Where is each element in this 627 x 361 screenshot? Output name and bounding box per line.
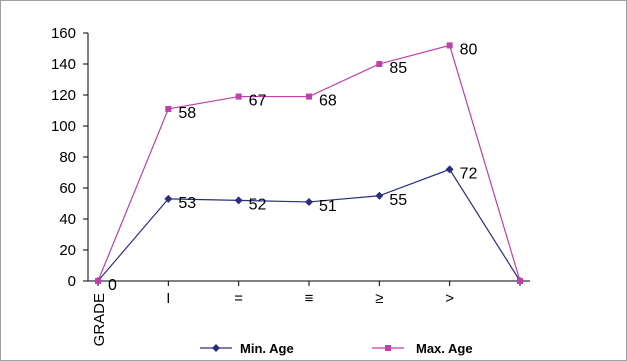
- data-label: 51: [319, 198, 337, 215]
- data-point-max-age: [235, 93, 242, 100]
- data-point-min-age: [234, 196, 243, 205]
- data-point-max-age: [165, 105, 172, 112]
- data-point-min-age: [164, 194, 173, 203]
- data-label: 53: [178, 195, 196, 212]
- data-point-min-age: [375, 191, 384, 200]
- y-tick-label: 160: [51, 25, 76, 42]
- y-tick-label: 120: [51, 87, 76, 104]
- data-label: 52: [249, 196, 267, 213]
- data-label: 0: [108, 277, 117, 294]
- series-line-max-age: [97, 44, 521, 282]
- data-point-min-age: [445, 165, 454, 174]
- y-tick-label: 40: [59, 211, 76, 228]
- y-tick-label: 140: [51, 56, 76, 73]
- data-label: 55: [389, 192, 407, 209]
- data-label: 72: [460, 165, 478, 182]
- y-tick-label: 100: [51, 118, 76, 135]
- data-point-max-age: [376, 61, 383, 67]
- legend-label: Max. Age: [416, 341, 473, 356]
- y-tick-label: 80: [59, 149, 76, 166]
- x-tick-label: ≥: [375, 290, 383, 307]
- x-tick-label: GRADE: [91, 293, 108, 346]
- data-point-min-age: [305, 197, 313, 206]
- x-tick-label: =: [234, 290, 243, 307]
- data-label: 67: [249, 93, 267, 110]
- legend-marker-square: [385, 345, 391, 351]
- data-point-max-age: [517, 278, 523, 284]
- legend-label: Min. Age: [240, 341, 294, 356]
- series-line-min-age: [97, 168, 521, 282]
- y-tick-label: 60: [59, 180, 76, 197]
- x-tick-label: >: [445, 290, 454, 307]
- data-label: 85: [389, 60, 407, 77]
- data-point-max-age: [446, 42, 453, 49]
- data-point-max-age: [95, 278, 101, 284]
- y-tick-label: 20: [59, 242, 76, 259]
- legend-marker-diamond: [212, 344, 220, 352]
- x-tick-label: I: [166, 290, 170, 307]
- y-tick-label: 0: [68, 273, 76, 290]
- data-label: 80: [460, 41, 478, 58]
- data-label: 68: [319, 93, 337, 110]
- data-label: 58: [178, 105, 196, 122]
- x-tick-label: ≡: [305, 290, 314, 307]
- data-point-max-age: [306, 93, 312, 100]
